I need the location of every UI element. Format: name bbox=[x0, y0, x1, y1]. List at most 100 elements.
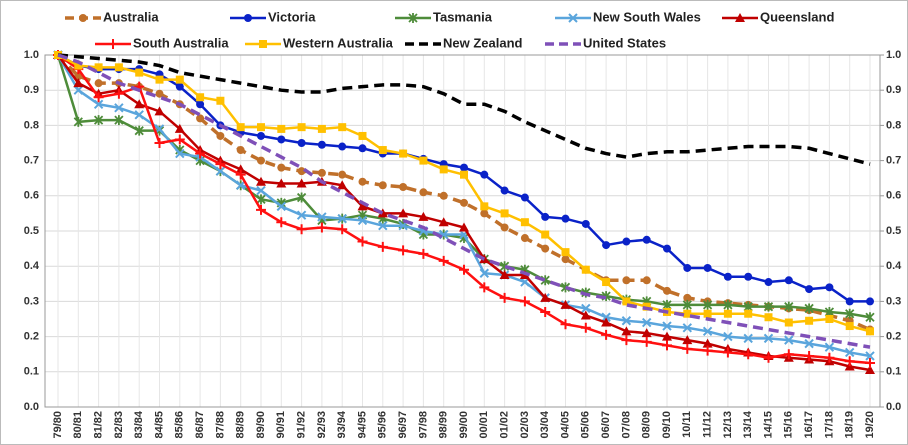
x-tick-label: 04/05 bbox=[559, 411, 571, 439]
marker bbox=[459, 264, 469, 275]
y-tick-label: 0.4 bbox=[24, 260, 40, 272]
legend-label: South Australia bbox=[133, 35, 229, 50]
marker bbox=[134, 99, 145, 109]
marker bbox=[764, 278, 773, 287]
marker bbox=[845, 308, 855, 319]
y2-tick-label: 0.9 bbox=[886, 84, 901, 96]
marker bbox=[215, 166, 226, 176]
marker bbox=[196, 93, 205, 102]
marker bbox=[418, 211, 429, 221]
marker bbox=[337, 224, 348, 235]
marker bbox=[236, 146, 245, 155]
x-tick-label: 09/10 bbox=[661, 411, 673, 439]
marker bbox=[479, 282, 490, 293]
series bbox=[53, 50, 875, 361]
marker bbox=[216, 96, 225, 105]
marker bbox=[804, 338, 814, 349]
marker bbox=[276, 217, 287, 228]
marker bbox=[113, 88, 124, 99]
y-tick-label: 0.7 bbox=[24, 155, 39, 167]
marker bbox=[541, 230, 550, 239]
marker bbox=[439, 191, 448, 200]
x-tick-label: 00/01 bbox=[478, 411, 490, 439]
legend-label: Tasmania bbox=[433, 9, 493, 24]
marker bbox=[175, 75, 184, 84]
marker bbox=[297, 139, 306, 147]
marker bbox=[338, 142, 347, 151]
marker bbox=[581, 265, 590, 274]
marker bbox=[683, 309, 692, 318]
legend-marker bbox=[735, 13, 745, 22]
marker bbox=[277, 124, 286, 133]
marker bbox=[439, 165, 448, 174]
marker bbox=[824, 352, 835, 363]
series-line bbox=[56, 53, 871, 332]
series bbox=[57, 53, 871, 349]
marker bbox=[622, 237, 631, 246]
marker bbox=[338, 170, 347, 179]
x-tick-label: 95/96 bbox=[377, 411, 389, 439]
marker bbox=[784, 301, 794, 312]
marker bbox=[784, 335, 794, 345]
marker bbox=[135, 68, 144, 77]
marker bbox=[601, 329, 612, 340]
marker bbox=[398, 208, 409, 218]
legend-marker bbox=[568, 13, 578, 23]
marker bbox=[377, 241, 388, 252]
marker bbox=[825, 315, 834, 323]
marker bbox=[438, 217, 449, 227]
marker bbox=[154, 138, 165, 148]
x-tick-label: 19/20 bbox=[864, 411, 876, 439]
marker bbox=[641, 317, 652, 328]
marker bbox=[662, 331, 672, 341]
x-tick-label: 15/16 bbox=[783, 411, 795, 439]
marker bbox=[683, 293, 692, 302]
marker bbox=[196, 100, 205, 109]
marker bbox=[93, 92, 104, 103]
marker bbox=[499, 292, 510, 303]
y-tick-label: 0.0 bbox=[24, 401, 39, 413]
x-tick-label: 18/19 bbox=[844, 411, 856, 439]
series bbox=[57, 53, 871, 166]
marker bbox=[621, 326, 632, 336]
marker bbox=[257, 123, 265, 132]
marker bbox=[155, 89, 164, 98]
marker bbox=[460, 170, 468, 179]
marker bbox=[663, 286, 671, 295]
marker bbox=[723, 272, 732, 281]
marker bbox=[73, 78, 84, 88]
marker bbox=[317, 168, 326, 177]
marker bbox=[317, 124, 326, 133]
marker bbox=[174, 134, 185, 145]
legend-label: New South Wales bbox=[593, 9, 701, 24]
marker bbox=[682, 335, 693, 345]
marker bbox=[93, 99, 104, 109]
marker bbox=[702, 338, 713, 348]
marker bbox=[114, 103, 124, 113]
marker bbox=[175, 82, 184, 91]
marker bbox=[561, 214, 570, 223]
marker bbox=[702, 326, 713, 337]
marker bbox=[541, 244, 550, 253]
marker bbox=[276, 178, 287, 188]
marker bbox=[337, 213, 347, 224]
marker bbox=[744, 272, 753, 281]
marker bbox=[297, 123, 306, 132]
marker bbox=[744, 309, 753, 318]
marker bbox=[256, 185, 266, 196]
marker bbox=[763, 301, 774, 312]
series bbox=[54, 51, 874, 336]
x-tick-label: 85/86 bbox=[174, 411, 186, 439]
x-tick-label: 84/85 bbox=[153, 411, 165, 439]
marker bbox=[601, 312, 611, 322]
marker bbox=[561, 255, 570, 264]
x-tick-label: 88/89 bbox=[235, 411, 247, 439]
marker bbox=[358, 144, 367, 153]
marker bbox=[622, 297, 631, 306]
y-tick-label: 0.6 bbox=[24, 190, 39, 202]
marker bbox=[723, 299, 733, 310]
y-tick-label: 0.2 bbox=[24, 331, 39, 343]
marker bbox=[74, 72, 83, 81]
